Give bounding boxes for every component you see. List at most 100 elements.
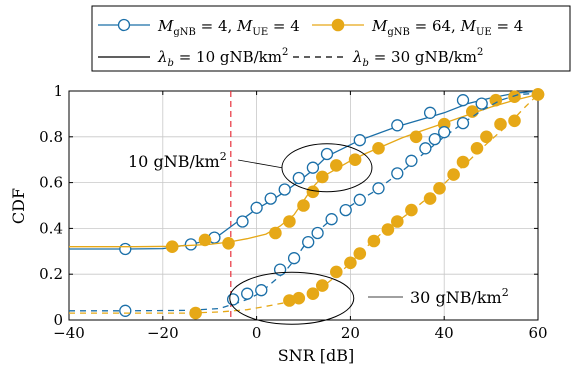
data-point-m64_30 bbox=[447, 168, 460, 181]
data-point-m64_30 bbox=[391, 215, 404, 228]
ellipse-30-gnb bbox=[229, 271, 355, 325]
data-point-m64_30 bbox=[381, 223, 395, 236]
data-point-m64_30 bbox=[508, 114, 521, 128]
data-point-m4_30 bbox=[302, 235, 315, 249]
data-point-m64_10 bbox=[330, 159, 343, 172]
x-tick-label: −40 bbox=[53, 324, 85, 342]
data-point-m4_10 bbox=[353, 134, 366, 147]
data-point-m4_10 bbox=[264, 192, 277, 205]
legend-entry-lam30: λb = 30 gNB/km2 bbox=[293, 47, 483, 69]
axes: −40 −20 0 20 40 60 0 0.2 0.4 0.6 0.8 1 bbox=[39, 82, 547, 342]
data-point-m64_10 bbox=[283, 215, 296, 228]
leader-10-gnb bbox=[237, 159, 283, 169]
data-point-m4_30 bbox=[255, 284, 268, 297]
data-point-m64_30 bbox=[344, 256, 357, 270]
data-point-m4_30 bbox=[226, 293, 240, 306]
legend-box bbox=[91, 5, 571, 72]
data-point-m64_10 bbox=[306, 185, 320, 199]
x-tick-label: 40 bbox=[435, 324, 454, 342]
data-point-m4_30 bbox=[428, 132, 441, 146]
data-point-m64_10 bbox=[348, 153, 362, 166]
legend-label-m4: MgNB = 4, MUE = 4 bbox=[157, 17, 300, 38]
data-point-m64_10 bbox=[198, 233, 212, 247]
y-tick-label: 0.4 bbox=[39, 219, 63, 237]
data-point-m4_30 bbox=[119, 304, 132, 317]
data-point-m4_30 bbox=[353, 193, 366, 206]
legend-label-m64: MgNB = 64, MUE = 4 bbox=[371, 17, 523, 38]
data-point-m4_30 bbox=[339, 203, 352, 217]
data-point-m64_30 bbox=[330, 265, 343, 279]
series-m4_30 bbox=[69, 92, 539, 317]
y-tick-label: 0.6 bbox=[39, 174, 63, 192]
data-point-m4_10 bbox=[391, 119, 404, 132]
y-tick-label: 0 bbox=[53, 311, 63, 329]
y-tick-label: 1 bbox=[53, 82, 63, 100]
data-point-m64_30 bbox=[423, 192, 437, 205]
plot-frame bbox=[68, 90, 539, 321]
x-tick-label: −20 bbox=[147, 324, 179, 342]
data-point-m4_30 bbox=[456, 116, 470, 130]
data-point-m4_30 bbox=[325, 213, 338, 226]
data-point-m64_10 bbox=[297, 199, 310, 212]
data-point-m64_10 bbox=[466, 105, 479, 118]
x-axis-label: SNR [dB] bbox=[278, 346, 355, 365]
data-point-m4_10 bbox=[236, 215, 249, 228]
data-point-m64_10 bbox=[316, 170, 329, 184]
legend-label-lam10: λb = 10 gNB/km2 bbox=[157, 47, 288, 69]
x-tick-label: 60 bbox=[528, 324, 547, 342]
legend: MgNB = 4, MUE = 4 MgNB = 64, MUE = 4 λb … bbox=[91, 5, 571, 72]
data-point-m4_10 bbox=[475, 97, 488, 110]
data-point-m4_30 bbox=[287, 252, 301, 265]
data-point-m64_30 bbox=[470, 142, 484, 155]
data-point-m4_10 bbox=[320, 147, 334, 161]
y-tick-label: 0.8 bbox=[39, 128, 63, 146]
legend-entry-m64: MgNB = 64, MUE = 4 bbox=[312, 17, 523, 38]
data-point-m64_30 bbox=[494, 117, 507, 131]
x-tick-label: 0 bbox=[252, 324, 262, 342]
data-point-m64_30 bbox=[480, 130, 493, 144]
data-point-m64_30 bbox=[433, 182, 446, 195]
data-point-m4_30 bbox=[391, 167, 404, 180]
data-point-m64_10 bbox=[222, 237, 235, 250]
data-point-m4_10 bbox=[250, 201, 263, 214]
data-point-m64_30 bbox=[189, 306, 202, 320]
y-tick-label: 0.2 bbox=[39, 265, 63, 283]
data-point-m64_30 bbox=[405, 203, 418, 217]
data-point-m4_30 bbox=[438, 126, 451, 139]
data-point-m64_30 bbox=[316, 279, 329, 292]
series-layer bbox=[69, 88, 545, 320]
data-point-m64_10 bbox=[489, 93, 503, 107]
data-point-m64_10 bbox=[508, 90, 521, 103]
data-point-m4_30 bbox=[405, 154, 418, 167]
data-point-m64_10 bbox=[165, 240, 179, 253]
data-point-m4_10 bbox=[292, 171, 305, 185]
data-point-m4_30 bbox=[311, 226, 324, 240]
data-point-m64_30 bbox=[306, 287, 320, 301]
data-point-m4_10 bbox=[423, 106, 437, 119]
x-tick-label: 20 bbox=[341, 324, 360, 342]
data-point-m64_30 bbox=[367, 234, 381, 248]
data-point-m4_10 bbox=[184, 238, 198, 251]
series-m64_10 bbox=[69, 88, 545, 253]
data-point-m4_10 bbox=[119, 242, 132, 256]
data-point-m4_10 bbox=[306, 161, 320, 174]
data-point-m64_30 bbox=[292, 291, 306, 305]
data-point-m4_30 bbox=[419, 142, 432, 155]
y-axis-label: CDF bbox=[9, 188, 28, 224]
data-point-m4_10 bbox=[456, 94, 470, 107]
legend-entry-m4: MgNB = 4, MUE = 4 bbox=[98, 17, 300, 38]
data-point-m4_30 bbox=[372, 182, 385, 195]
legend-entry-lam10: λb = 10 gNB/km2 bbox=[98, 47, 288, 69]
data-point-m64_30 bbox=[456, 155, 470, 169]
series-line-m4_30 bbox=[69, 92, 539, 312]
legend-label-lam30: λb = 30 gNB/km2 bbox=[352, 47, 483, 69]
data-point-m4_30 bbox=[241, 287, 254, 300]
series-m64_30 bbox=[69, 88, 545, 320]
data-point-m4_10 bbox=[278, 183, 291, 196]
data-point-m64_10 bbox=[372, 142, 385, 155]
annotation-10-gnb: 10 gNB/km2 bbox=[128, 150, 227, 171]
data-point-m64_10 bbox=[409, 130, 423, 144]
annotations: 10 gNB/km2 30 gNB/km2 bbox=[128, 143, 509, 325]
data-point-m64_30 bbox=[353, 247, 367, 260]
